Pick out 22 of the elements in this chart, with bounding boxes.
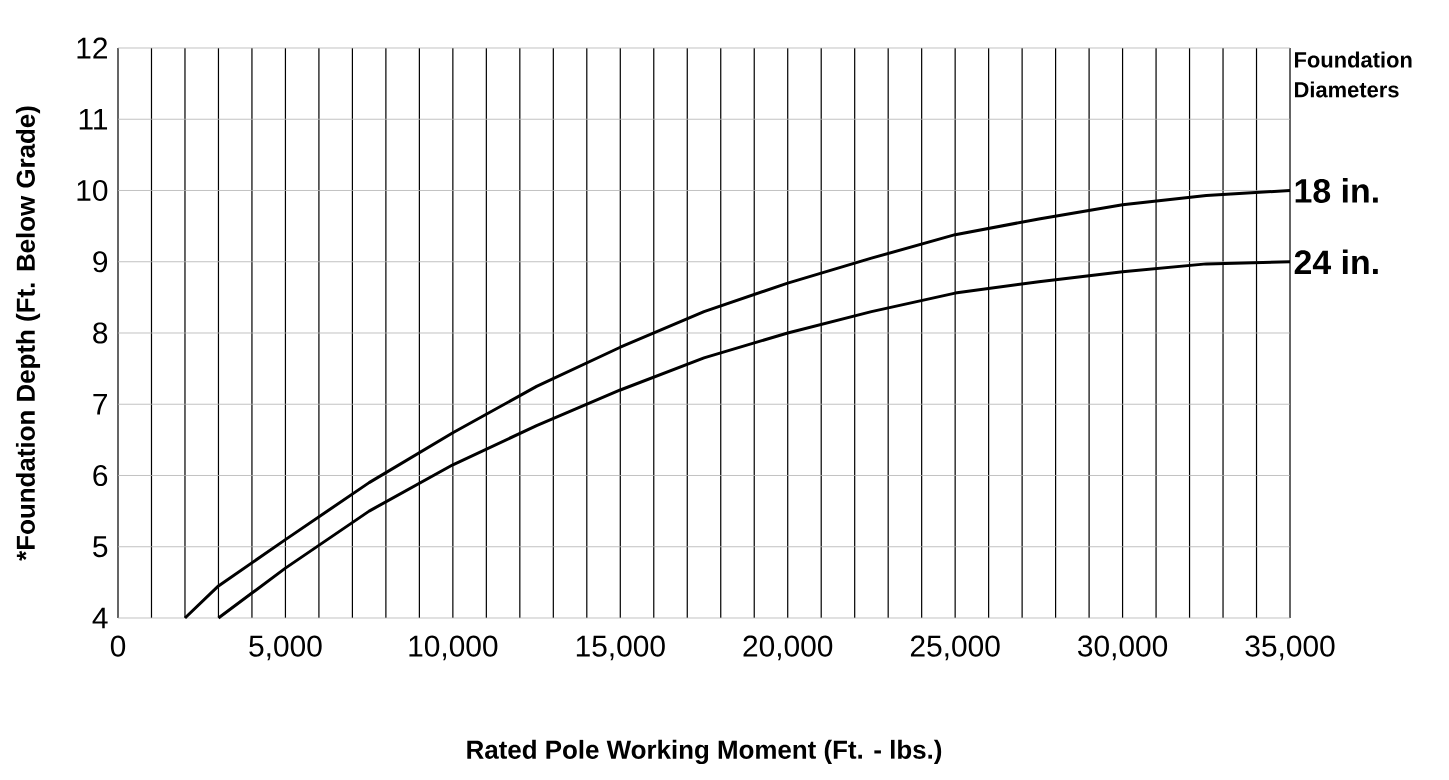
- x-tick-label: 10,000: [409, 635, 498, 661]
- y-tick-label: 9: [93, 251, 108, 273]
- x-axis-title: Rated Pole Working Moment (Ft. - lbs.): [467, 739, 942, 765]
- legend-title: Foundation Diameters: [1295, 51, 1412, 98]
- y-tick-label: 7: [93, 393, 107, 415]
- x-tick-label: 35,000: [1245, 635, 1335, 661]
- y-tick-label: 10: [77, 179, 108, 202]
- series-label: 18 in.: [1295, 178, 1378, 203]
- y-tick-label: 12: [77, 37, 107, 59]
- x-tick-label: 25,000: [910, 635, 1000, 661]
- x-tick-label: 5,000: [249, 635, 322, 661]
- x-tick-label: 30,000: [1078, 635, 1168, 661]
- x-tick-label: 0: [110, 635, 126, 657]
- x-tick-label: 15,000: [576, 635, 665, 661]
- y-tick-label: 5: [93, 536, 108, 558]
- y-tick-label: 11: [79, 108, 108, 130]
- y-tick-label: 4: [92, 607, 108, 629]
- y-tick-label: 8: [93, 322, 108, 344]
- y-tick-label: 6: [93, 464, 108, 487]
- series-label: 24 in.: [1294, 249, 1378, 275]
- y-axis-title: *Foundation Depth (Ft. Below Grade): [15, 106, 41, 561]
- x-tick-label: 20,000: [743, 635, 833, 661]
